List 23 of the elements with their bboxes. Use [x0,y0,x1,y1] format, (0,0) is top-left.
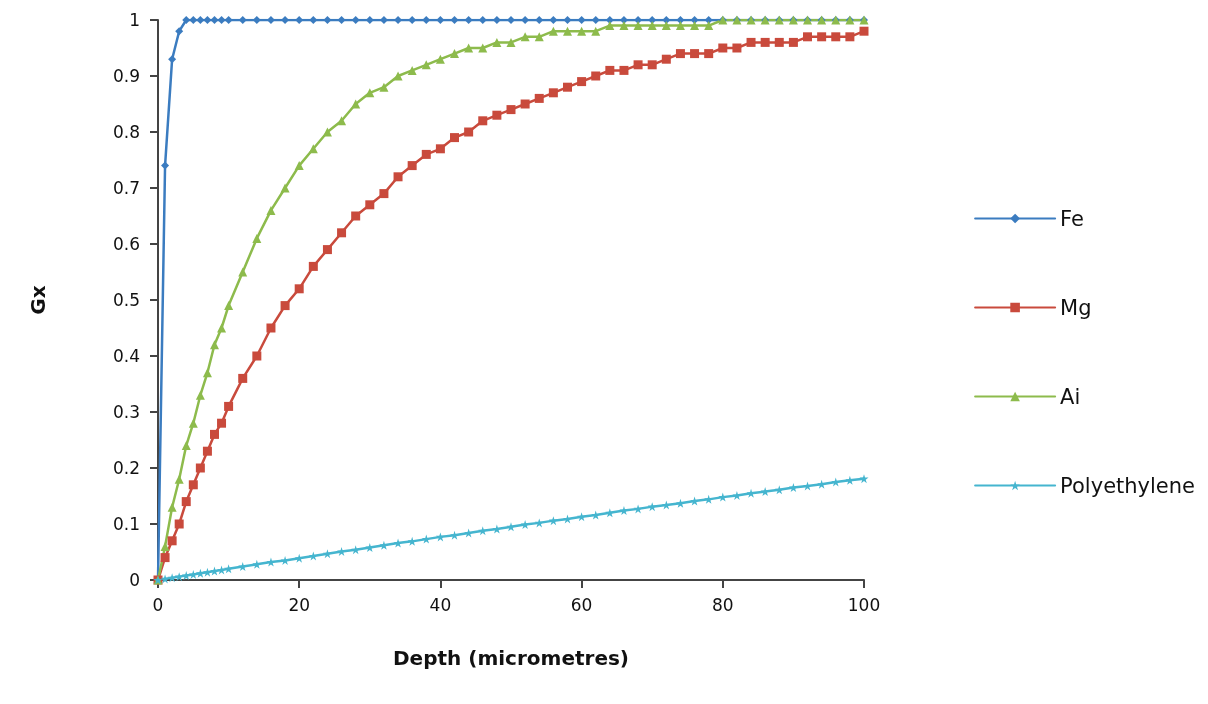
y-tick-label: 0.3 [112,402,140,422]
x-tick-label: 100 [847,594,881,615]
y-tick-label: 0.6 [112,234,140,254]
y-tick-label: 0.2 [112,458,140,478]
y-tick-label: 0.1 [112,514,140,534]
legend-label: Polyethylene [1060,473,1196,498]
x-tick-label: 60 [570,594,593,615]
y-tick-label: 0 [129,570,140,590]
legend-label: Fe [1060,206,1084,231]
y-tick-label: 0.5 [112,290,140,310]
legend-label: Mg [1060,295,1092,320]
y-tick-label: 0.7 [112,178,140,198]
x-tick-label: 40 [429,594,452,615]
x-tick-label: 80 [711,594,734,615]
y-tick-label: 0.8 [112,122,140,142]
x-axis-title: Depth (micrometres) [393,646,629,670]
y-axis-title: Gx [26,285,50,315]
x-tick-label: 0 [152,594,164,615]
y-tick-label: 1 [129,10,140,30]
legend-label: Ai [1060,384,1081,409]
x-tick-label: 20 [288,594,311,615]
y-tick-label: 0.9 [112,66,140,86]
y-tick-label: 0.4 [112,346,140,366]
